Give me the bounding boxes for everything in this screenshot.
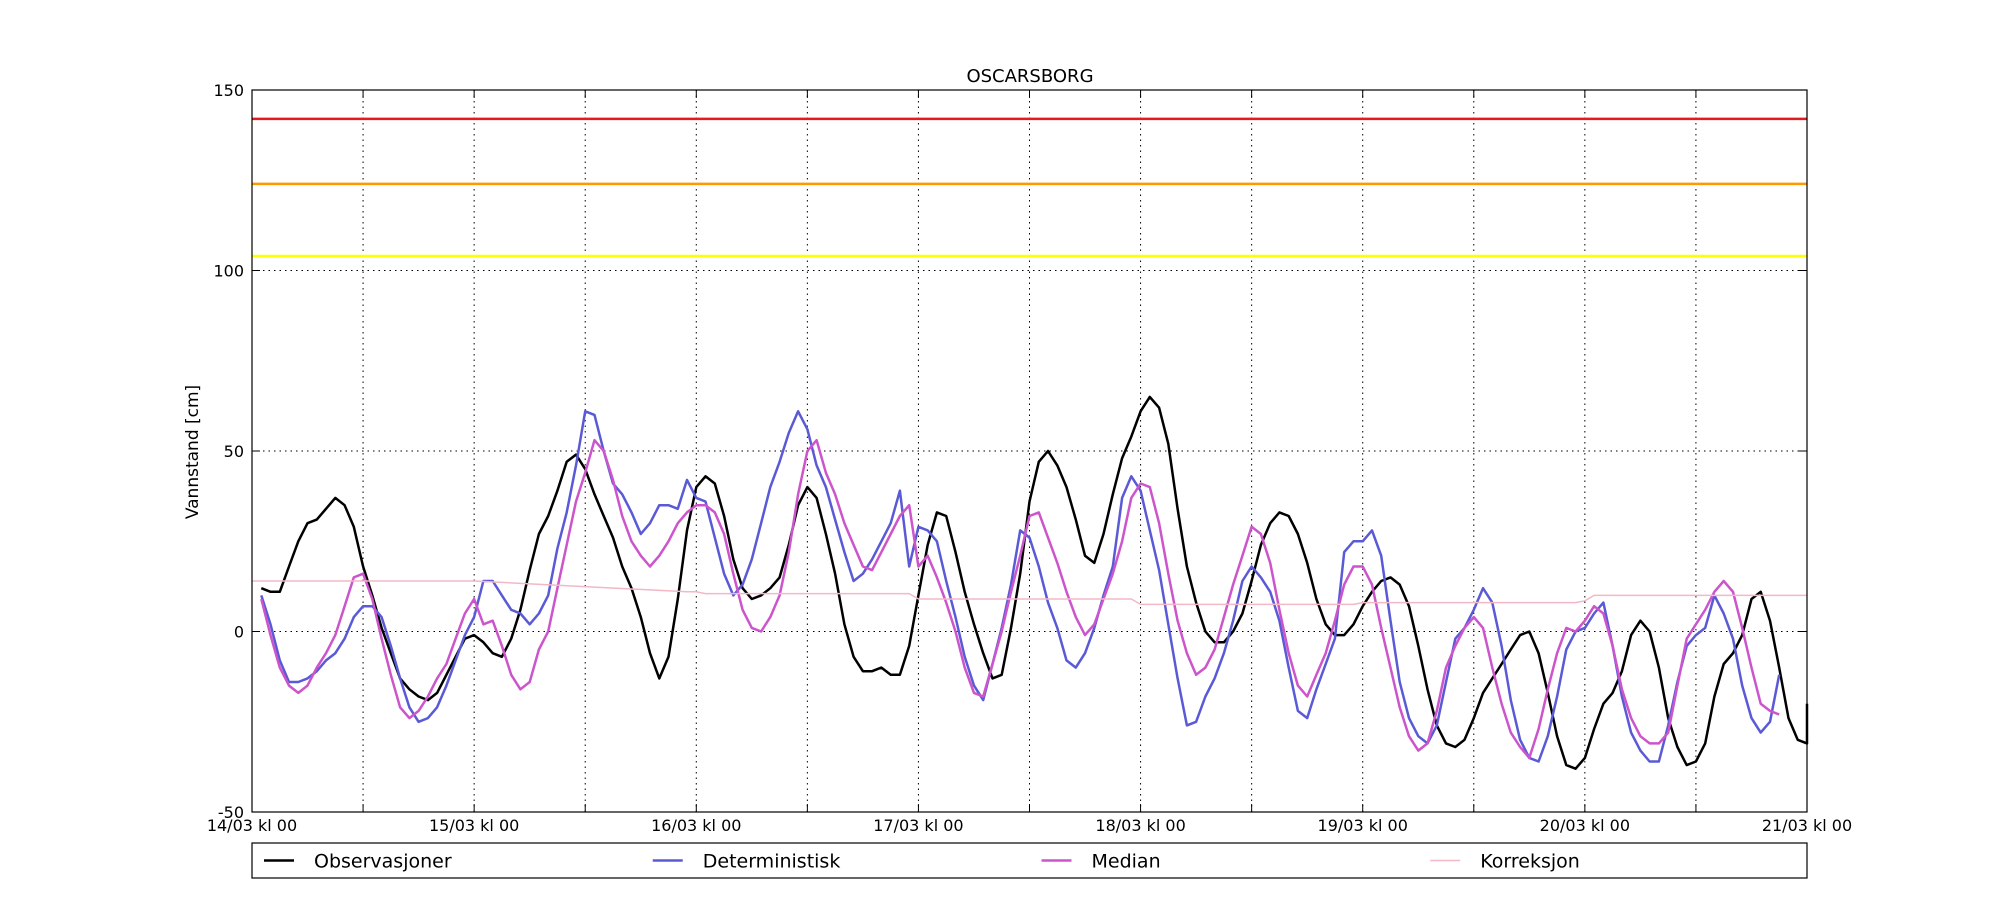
y-tick-label: 50	[224, 442, 244, 461]
y-tick-label: -50	[218, 803, 244, 822]
threshold-lines	[252, 117, 1807, 258]
legend-label: Observasjoner	[314, 851, 452, 873]
legend-label: Deterministisk	[703, 851, 841, 873]
x-tick-label: 19/03 kl 00	[1318, 816, 1408, 835]
gridlines	[252, 90, 1807, 812]
chart-title: OSCARSBORG	[966, 66, 1093, 87]
series-line-deterministisk	[260, 410, 1781, 763]
y-tick-label: 100	[213, 262, 244, 281]
legend-box	[251, 842, 1808, 879]
x-tick-label: 15/03 kl 00	[429, 816, 519, 835]
x-tick-label: 20/03 kl 00	[1540, 816, 1630, 835]
x-tick-label: 16/03 kl 00	[651, 816, 741, 835]
y-tick-label: 0	[234, 623, 244, 642]
x-tick-label: 21/03 kl 00	[1762, 816, 1852, 835]
series-lines	[252, 395, 1809, 770]
y-tick-label: 150	[213, 81, 244, 100]
legend: Observasjoner Deterministisk Median Korreks…	[251, 842, 1808, 879]
x-tick-label: 17/03 kl 00	[873, 816, 963, 835]
y-axis-label: Vannstand [cm]	[183, 385, 203, 519]
legend-label: Median	[1092, 851, 1161, 873]
plot-frame	[251, 89, 1808, 813]
series-line-korreksjon	[252, 580, 1807, 606]
x-tick-label: 18/03 kl 00	[1095, 816, 1185, 835]
series-line-median	[260, 438, 1780, 760]
series-line-observasjoner	[260, 395, 1809, 770]
x-tick-label: 14/03 kl 00	[207, 816, 297, 835]
legend-label: Korreksjon	[1480, 851, 1580, 873]
axis-ticks: -50 0 50 100 150 14/03 kl 00 15/03 kl 00 16/03 …	[207, 81, 1852, 835]
